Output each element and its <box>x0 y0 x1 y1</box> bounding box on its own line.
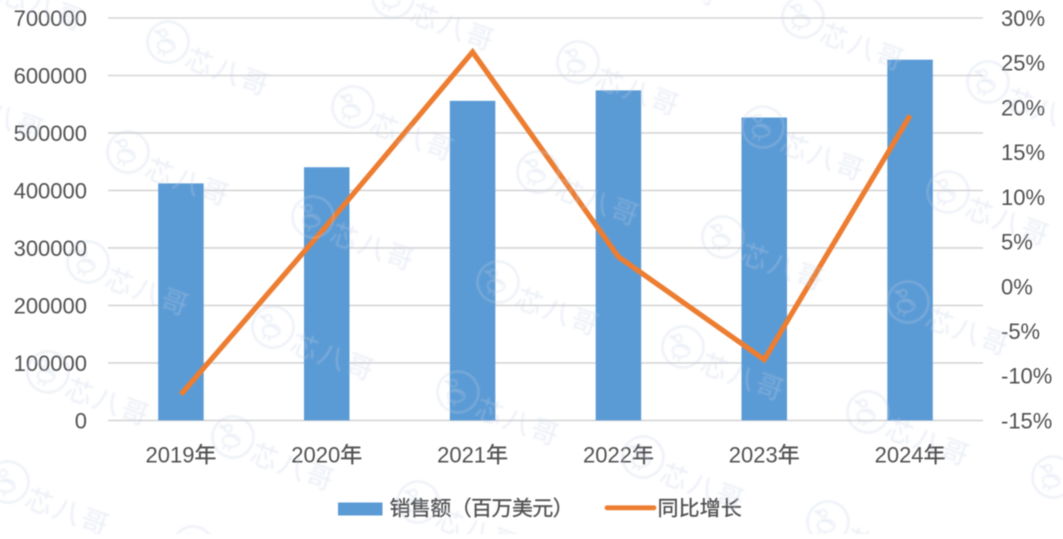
svg-text:600000: 600000 <box>14 64 87 89</box>
svg-text:-10%: -10% <box>1001 364 1052 389</box>
svg-text:300000: 300000 <box>14 236 87 261</box>
svg-text:2021: 2021 <box>437 443 486 468</box>
svg-text:0: 0 <box>75 408 87 433</box>
svg-text:200000: 200000 <box>14 293 87 318</box>
svg-text:2023: 2023 <box>729 443 778 468</box>
svg-text:10%: 10% <box>1001 185 1045 210</box>
svg-text:400000: 400000 <box>14 179 87 204</box>
svg-text:30%: 30% <box>1001 6 1045 31</box>
svg-text:20%: 20% <box>1001 95 1045 120</box>
svg-text:25%: 25% <box>1001 51 1045 76</box>
svg-text:15%: 15% <box>1001 140 1045 165</box>
svg-text:0%: 0% <box>1001 274 1033 299</box>
svg-text:100000: 100000 <box>14 351 87 376</box>
svg-text:2019: 2019 <box>146 443 195 468</box>
svg-text:-5%: -5% <box>1001 319 1040 344</box>
svg-text:-15%: -15% <box>1001 408 1052 433</box>
